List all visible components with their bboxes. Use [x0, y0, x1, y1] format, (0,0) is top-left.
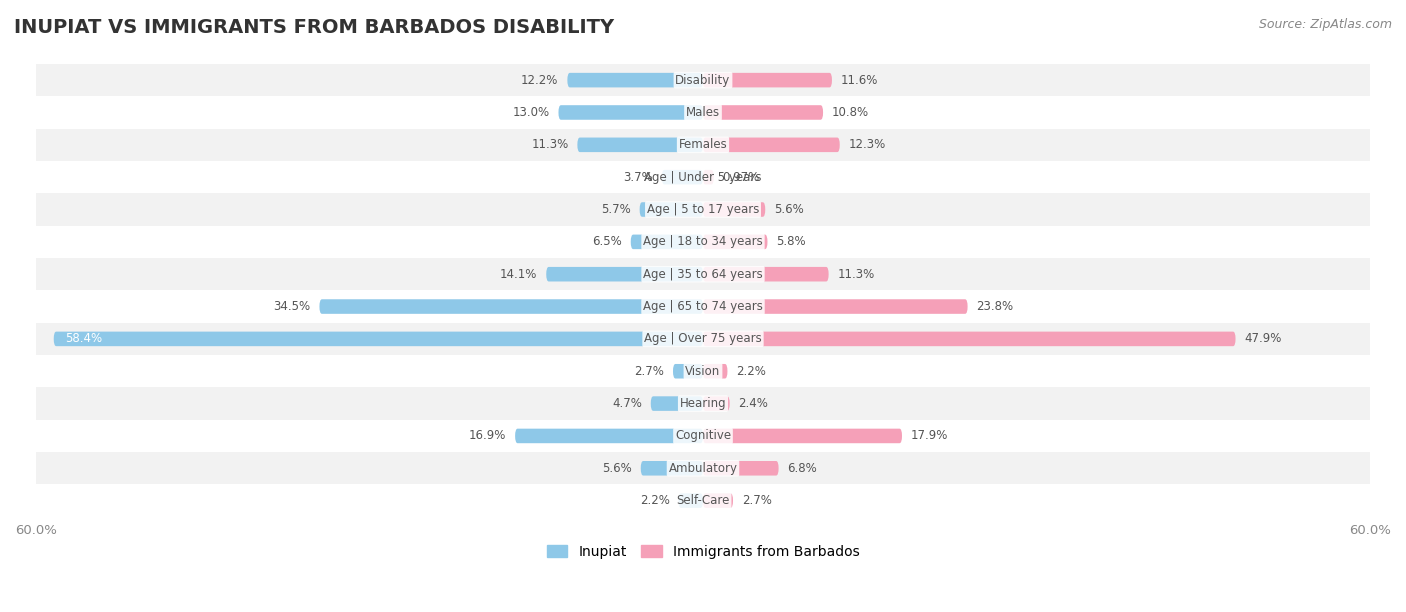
- Bar: [37, 161, 1369, 193]
- FancyBboxPatch shape: [547, 267, 703, 282]
- Text: 0.97%: 0.97%: [723, 171, 759, 184]
- Text: 10.8%: 10.8%: [832, 106, 869, 119]
- FancyBboxPatch shape: [703, 364, 727, 378]
- Text: 4.7%: 4.7%: [612, 397, 643, 410]
- Text: 2.7%: 2.7%: [634, 365, 664, 378]
- FancyBboxPatch shape: [558, 105, 703, 120]
- Text: 3.7%: 3.7%: [623, 171, 652, 184]
- Bar: [37, 96, 1369, 129]
- FancyBboxPatch shape: [703, 493, 733, 508]
- Bar: [37, 452, 1369, 485]
- Text: 11.3%: 11.3%: [838, 267, 875, 281]
- FancyBboxPatch shape: [679, 493, 703, 508]
- FancyBboxPatch shape: [673, 364, 703, 378]
- FancyBboxPatch shape: [568, 73, 703, 88]
- FancyBboxPatch shape: [631, 234, 703, 249]
- FancyBboxPatch shape: [319, 299, 703, 314]
- Text: Cognitive: Cognitive: [675, 430, 731, 442]
- FancyBboxPatch shape: [703, 138, 839, 152]
- Text: 47.9%: 47.9%: [1244, 332, 1282, 345]
- Bar: [37, 485, 1369, 517]
- Text: 11.6%: 11.6%: [841, 73, 879, 87]
- Text: 2.7%: 2.7%: [742, 494, 772, 507]
- Legend: Inupiat, Immigrants from Barbados: Inupiat, Immigrants from Barbados: [541, 539, 865, 564]
- Text: Age | Over 75 years: Age | Over 75 years: [644, 332, 762, 345]
- Bar: [37, 64, 1369, 96]
- Text: Age | Under 5 years: Age | Under 5 years: [644, 171, 762, 184]
- Text: 23.8%: 23.8%: [977, 300, 1014, 313]
- Text: Age | 5 to 17 years: Age | 5 to 17 years: [647, 203, 759, 216]
- FancyBboxPatch shape: [703, 461, 779, 476]
- FancyBboxPatch shape: [640, 202, 703, 217]
- Text: 16.9%: 16.9%: [468, 430, 506, 442]
- FancyBboxPatch shape: [515, 428, 703, 443]
- Text: 6.8%: 6.8%: [787, 462, 817, 475]
- FancyBboxPatch shape: [641, 461, 703, 476]
- Text: 5.6%: 5.6%: [602, 462, 631, 475]
- Text: Hearing: Hearing: [679, 397, 727, 410]
- Text: INUPIAT VS IMMIGRANTS FROM BARBADOS DISABILITY: INUPIAT VS IMMIGRANTS FROM BARBADOS DISA…: [14, 18, 614, 37]
- FancyBboxPatch shape: [662, 170, 703, 184]
- Text: Vision: Vision: [685, 365, 721, 378]
- Text: 6.5%: 6.5%: [592, 236, 621, 248]
- Text: Females: Females: [679, 138, 727, 151]
- FancyBboxPatch shape: [703, 73, 832, 88]
- Bar: [37, 258, 1369, 290]
- Text: 12.3%: 12.3%: [849, 138, 886, 151]
- Text: 2.2%: 2.2%: [640, 494, 669, 507]
- FancyBboxPatch shape: [651, 397, 703, 411]
- FancyBboxPatch shape: [703, 332, 1236, 346]
- Text: Age | 65 to 74 years: Age | 65 to 74 years: [643, 300, 763, 313]
- Text: Disability: Disability: [675, 73, 731, 87]
- Text: 11.3%: 11.3%: [531, 138, 568, 151]
- Text: 17.9%: 17.9%: [911, 430, 948, 442]
- Bar: [37, 226, 1369, 258]
- Text: 2.2%: 2.2%: [737, 365, 766, 378]
- Text: 5.7%: 5.7%: [600, 203, 631, 216]
- Bar: [37, 355, 1369, 387]
- Text: Males: Males: [686, 106, 720, 119]
- Text: 13.0%: 13.0%: [512, 106, 550, 119]
- Text: 58.4%: 58.4%: [65, 332, 103, 345]
- FancyBboxPatch shape: [578, 138, 703, 152]
- Text: Ambulatory: Ambulatory: [668, 462, 738, 475]
- Bar: [37, 420, 1369, 452]
- Text: Self-Care: Self-Care: [676, 494, 730, 507]
- FancyBboxPatch shape: [703, 105, 823, 120]
- FancyBboxPatch shape: [53, 332, 703, 346]
- FancyBboxPatch shape: [703, 202, 765, 217]
- Text: 5.6%: 5.6%: [775, 203, 804, 216]
- Text: Age | 35 to 64 years: Age | 35 to 64 years: [643, 267, 763, 281]
- Bar: [37, 129, 1369, 161]
- FancyBboxPatch shape: [703, 234, 768, 249]
- Text: 2.4%: 2.4%: [738, 397, 769, 410]
- Bar: [37, 323, 1369, 355]
- Bar: [37, 387, 1369, 420]
- Text: 34.5%: 34.5%: [273, 300, 311, 313]
- FancyBboxPatch shape: [703, 170, 714, 184]
- Text: 12.2%: 12.2%: [522, 73, 558, 87]
- Text: Age | 18 to 34 years: Age | 18 to 34 years: [643, 236, 763, 248]
- Bar: [37, 193, 1369, 226]
- Bar: [37, 290, 1369, 323]
- Text: Source: ZipAtlas.com: Source: ZipAtlas.com: [1258, 18, 1392, 31]
- Text: 14.1%: 14.1%: [501, 267, 537, 281]
- Text: 5.8%: 5.8%: [776, 236, 806, 248]
- FancyBboxPatch shape: [703, 397, 730, 411]
- FancyBboxPatch shape: [703, 299, 967, 314]
- FancyBboxPatch shape: [703, 428, 903, 443]
- FancyBboxPatch shape: [703, 267, 828, 282]
